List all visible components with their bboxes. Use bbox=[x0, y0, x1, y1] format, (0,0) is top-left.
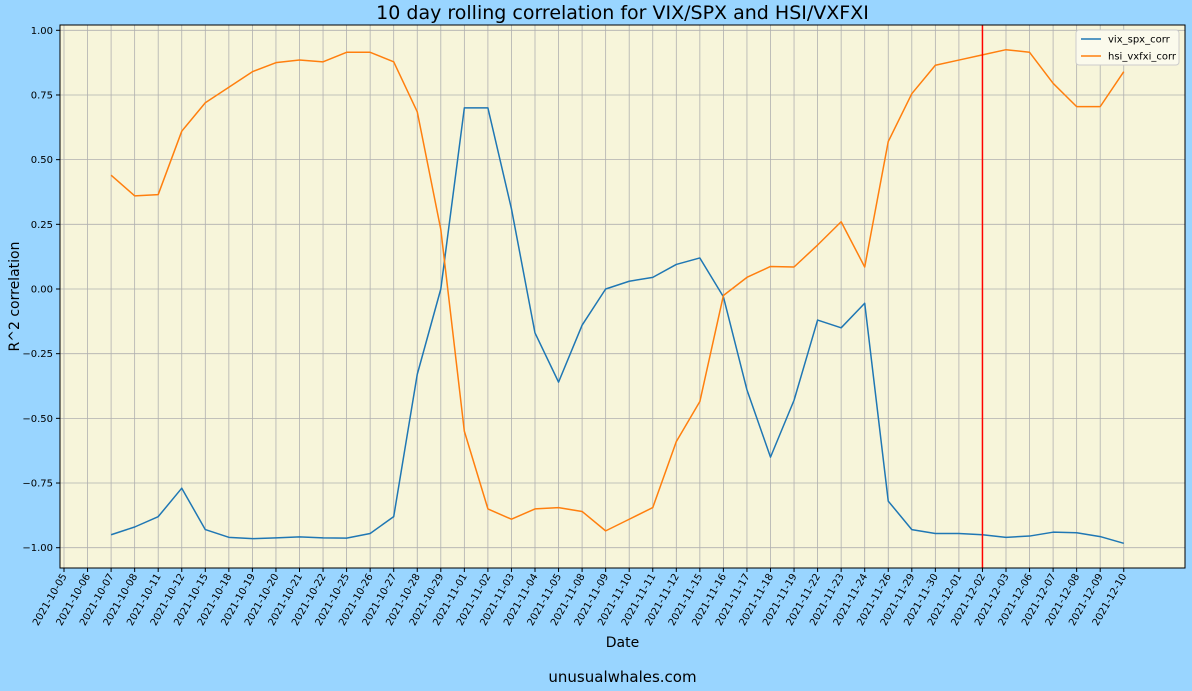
series-line-hsi_vxfxi_corr bbox=[110, 48, 1125, 532]
y-tick-label: 0.75 bbox=[31, 90, 53, 101]
series-group bbox=[110, 25, 1125, 568]
y-tick-label: 0.50 bbox=[31, 155, 53, 166]
footer-watermark: unusualwhales.com bbox=[548, 668, 696, 686]
y-tick-label: 1.00 bbox=[31, 26, 53, 37]
y-tick-label: −1.00 bbox=[22, 543, 53, 554]
legend-box bbox=[1075, 29, 1180, 66]
series-line-vix_spx_corr bbox=[110, 107, 1124, 545]
legend-label: vix_spx_corr bbox=[1108, 35, 1171, 46]
y-axis: 1.00 0.75 0.50 0.25 0.00 −0.25 −0.50 −0.75 −1.00 bbox=[22, 26, 60, 554]
legend-label: hsi_vxfxi_corr bbox=[1108, 52, 1177, 63]
y-tick-label: −0.25 bbox=[22, 349, 53, 360]
y-axis-label: R^2 correlation bbox=[7, 242, 23, 352]
legend: vix_spx_corr hsi_vxfxi_corr bbox=[1075, 29, 1180, 66]
y-tick-label: 0.00 bbox=[31, 285, 53, 296]
plot-frame bbox=[59, 24, 1186, 569]
grid bbox=[60, 25, 1185, 568]
y-tick-label: 0.25 bbox=[31, 220, 53, 231]
x-axis-label: Date bbox=[606, 635, 639, 651]
chart-title: 10 day rolling correlation for VIX/SPX a… bbox=[376, 2, 869, 24]
y-tick-label: −0.75 bbox=[22, 479, 53, 490]
y-tick-label: −0.50 bbox=[22, 414, 53, 425]
x-axis: 2021-10-052021-10-062021-10-072021-10-08… bbox=[31, 568, 1129, 628]
plot-area bbox=[60, 25, 1185, 568]
